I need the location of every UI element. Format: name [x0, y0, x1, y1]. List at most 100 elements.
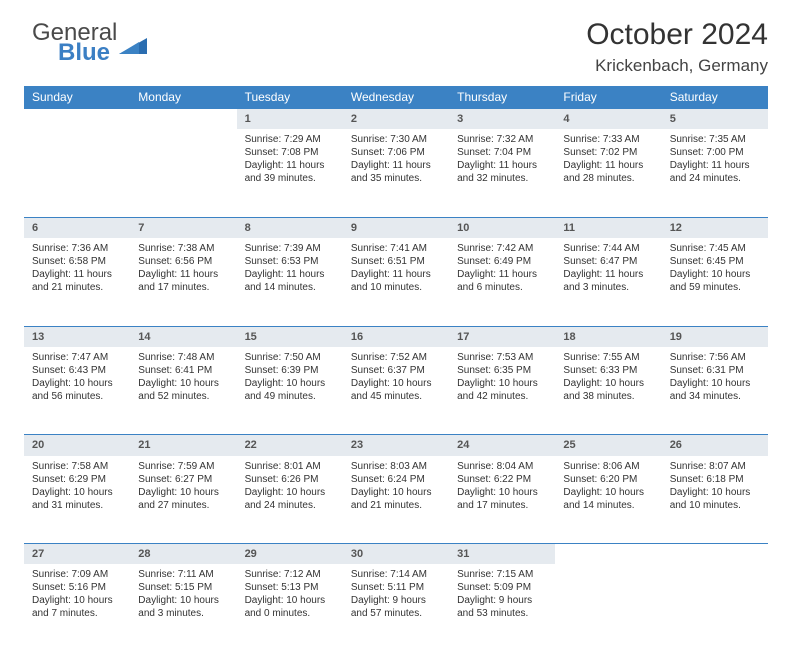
- day-info-line: and 56 minutes.: [32, 390, 122, 403]
- day-number-cell: 16: [343, 326, 449, 347]
- day-info-line: Daylight: 10 hours: [32, 594, 122, 607]
- day-content-cell: Sunrise: 7:47 AMSunset: 6:43 PMDaylight:…: [24, 347, 130, 435]
- day-number-cell: 28: [130, 544, 236, 565]
- day-content-cell: Sunrise: 7:44 AMSunset: 6:47 PMDaylight:…: [555, 238, 661, 326]
- day-number-cell: 4: [555, 109, 661, 130]
- day-info-line: Daylight: 10 hours: [670, 377, 760, 390]
- day-info-line: Daylight: 11 hours: [563, 159, 653, 172]
- day-header: Sunday: [24, 86, 130, 109]
- day-info-line: Sunrise: 8:04 AM: [457, 460, 547, 473]
- day-info-line: Daylight: 10 hours: [245, 377, 335, 390]
- day-info-line: Sunset: 6:24 PM: [351, 473, 441, 486]
- day-info-line: and 21 minutes.: [32, 281, 122, 294]
- day-number-row: 2728293031: [24, 544, 768, 565]
- day-info-line: Sunset: 6:41 PM: [138, 364, 228, 377]
- day-header: Wednesday: [343, 86, 449, 109]
- day-info-line: Sunrise: 7:12 AM: [245, 568, 335, 581]
- day-info-line: and 42 minutes.: [457, 390, 547, 403]
- day-number-cell: [24, 109, 130, 130]
- day-info-line: and 39 minutes.: [245, 172, 335, 185]
- day-info-line: Sunset: 6:39 PM: [245, 364, 335, 377]
- day-number-cell: 8: [237, 217, 343, 238]
- day-info-line: Sunrise: 7:48 AM: [138, 351, 228, 364]
- day-content-cell: Sunrise: 7:30 AMSunset: 7:06 PMDaylight:…: [343, 129, 449, 217]
- day-header: Saturday: [662, 86, 768, 109]
- day-number-cell: 31: [449, 544, 555, 565]
- day-info-line: Sunset: 6:27 PM: [138, 473, 228, 486]
- day-info-line: Sunset: 7:02 PM: [563, 146, 653, 159]
- day-info-line: and 0 minutes.: [245, 607, 335, 620]
- day-info-line: Sunrise: 7:36 AM: [32, 242, 122, 255]
- day-info-line: Sunset: 6:29 PM: [32, 473, 122, 486]
- day-info-line: and 53 minutes.: [457, 607, 547, 620]
- brand-logo: General Blue: [32, 22, 147, 63]
- day-info-line: and 31 minutes.: [32, 499, 122, 512]
- day-info-line: Sunset: 5:13 PM: [245, 581, 335, 594]
- day-content-cell: [24, 129, 130, 217]
- day-content-cell: Sunrise: 7:14 AMSunset: 5:11 PMDaylight:…: [343, 564, 449, 652]
- day-content-row: Sunrise: 7:09 AMSunset: 5:16 PMDaylight:…: [24, 564, 768, 652]
- day-info-line: Sunrise: 7:30 AM: [351, 133, 441, 146]
- day-content-cell: Sunrise: 8:04 AMSunset: 6:22 PMDaylight:…: [449, 456, 555, 544]
- day-info-line: Daylight: 11 hours: [138, 268, 228, 281]
- day-info-line: Sunrise: 8:01 AM: [245, 460, 335, 473]
- day-info-line: Sunset: 6:53 PM: [245, 255, 335, 268]
- day-info-line: and 52 minutes.: [138, 390, 228, 403]
- day-info-line: Sunset: 6:26 PM: [245, 473, 335, 486]
- day-info-line: Sunrise: 7:58 AM: [32, 460, 122, 473]
- day-content-cell: Sunrise: 7:15 AMSunset: 5:09 PMDaylight:…: [449, 564, 555, 652]
- day-info-line: Sunrise: 7:52 AM: [351, 351, 441, 364]
- day-number-cell: 7: [130, 217, 236, 238]
- day-header-row: SundayMondayTuesdayWednesdayThursdayFrid…: [24, 86, 768, 109]
- day-info-line: Sunset: 7:00 PM: [670, 146, 760, 159]
- day-number-cell: 15: [237, 326, 343, 347]
- day-info-line: Sunset: 6:22 PM: [457, 473, 547, 486]
- day-info-line: Sunrise: 7:09 AM: [32, 568, 122, 581]
- day-info-line: Sunset: 6:58 PM: [32, 255, 122, 268]
- day-info-line: Daylight: 11 hours: [670, 159, 760, 172]
- day-info-line: Daylight: 11 hours: [563, 268, 653, 281]
- day-content-cell: Sunrise: 7:45 AMSunset: 6:45 PMDaylight:…: [662, 238, 768, 326]
- day-info-line: and 57 minutes.: [351, 607, 441, 620]
- day-content-cell: Sunrise: 7:50 AMSunset: 6:39 PMDaylight:…: [237, 347, 343, 435]
- day-content-cell: Sunrise: 7:39 AMSunset: 6:53 PMDaylight:…: [237, 238, 343, 326]
- day-info-line: Daylight: 9 hours: [351, 594, 441, 607]
- day-info-line: and 35 minutes.: [351, 172, 441, 185]
- day-content-cell: Sunrise: 7:38 AMSunset: 6:56 PMDaylight:…: [130, 238, 236, 326]
- day-info-line: Daylight: 10 hours: [457, 486, 547, 499]
- day-number-cell: 20: [24, 435, 130, 456]
- day-number-row: 6789101112: [24, 217, 768, 238]
- day-info-line: Sunrise: 7:39 AM: [245, 242, 335, 255]
- day-content-cell: Sunrise: 8:01 AMSunset: 6:26 PMDaylight:…: [237, 456, 343, 544]
- day-info-line: and 14 minutes.: [245, 281, 335, 294]
- day-info-line: and 24 minutes.: [670, 172, 760, 185]
- day-info-line: Sunrise: 7:15 AM: [457, 568, 547, 581]
- day-info-line: Sunset: 5:16 PM: [32, 581, 122, 594]
- day-number-cell: 21: [130, 435, 236, 456]
- day-info-line: Sunrise: 7:47 AM: [32, 351, 122, 364]
- day-info-line: and 14 minutes.: [563, 499, 653, 512]
- day-number-cell: 6: [24, 217, 130, 238]
- day-number-cell: 18: [555, 326, 661, 347]
- day-number-cell: 14: [130, 326, 236, 347]
- day-info-line: Sunrise: 7:50 AM: [245, 351, 335, 364]
- calendar-table: SundayMondayTuesdayWednesdayThursdayFrid…: [24, 86, 768, 652]
- day-number-cell: [555, 544, 661, 565]
- day-number-cell: [130, 109, 236, 130]
- day-content-cell: Sunrise: 7:11 AMSunset: 5:15 PMDaylight:…: [130, 564, 236, 652]
- day-info-line: and 17 minutes.: [457, 499, 547, 512]
- day-info-line: Sunrise: 7:56 AM: [670, 351, 760, 364]
- day-content-cell: [662, 564, 768, 652]
- day-content-row: Sunrise: 7:58 AMSunset: 6:29 PMDaylight:…: [24, 456, 768, 544]
- day-info-line: Sunrise: 7:32 AM: [457, 133, 547, 146]
- day-content-cell: Sunrise: 7:41 AMSunset: 6:51 PMDaylight:…: [343, 238, 449, 326]
- day-info-line: Daylight: 10 hours: [32, 486, 122, 499]
- day-info-line: Sunset: 7:08 PM: [245, 146, 335, 159]
- day-content-cell: Sunrise: 7:09 AMSunset: 5:16 PMDaylight:…: [24, 564, 130, 652]
- day-info-line: Sunrise: 7:35 AM: [670, 133, 760, 146]
- day-info-line: Daylight: 11 hours: [245, 268, 335, 281]
- day-info-line: Daylight: 11 hours: [457, 268, 547, 281]
- day-content-cell: Sunrise: 7:52 AMSunset: 6:37 PMDaylight:…: [343, 347, 449, 435]
- day-info-line: Daylight: 11 hours: [351, 159, 441, 172]
- day-number-cell: 17: [449, 326, 555, 347]
